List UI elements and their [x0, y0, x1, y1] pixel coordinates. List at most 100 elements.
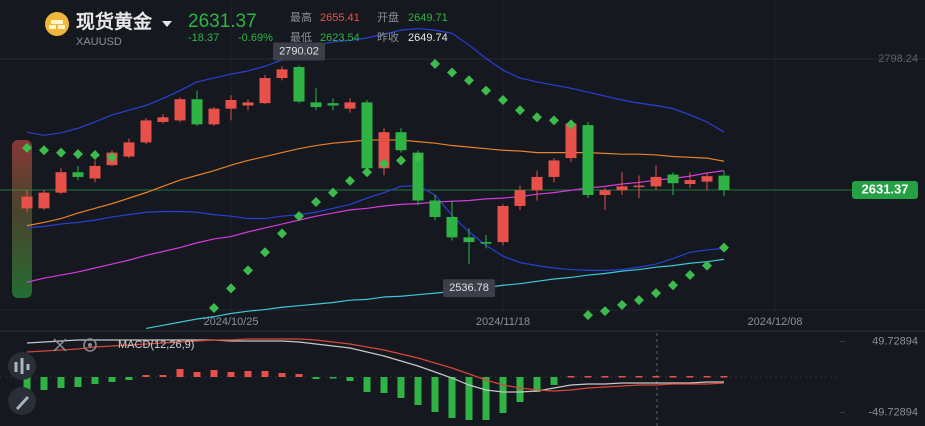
stat-value: 2649.71: [408, 12, 448, 24]
change: -18.37: [188, 32, 219, 44]
sar-dot: [277, 228, 287, 239]
candle-body: [174, 99, 186, 121]
macd-bar: [652, 376, 660, 378]
indicator-settings[interactable]: [83, 338, 97, 352]
draw-button[interactable]: [8, 387, 36, 415]
macd-bar: [550, 377, 558, 385]
y-tick-label: 2798.24: [878, 53, 918, 65]
stat-label: 最高: [290, 10, 312, 24]
sar-dot: [107, 152, 117, 163]
indicator-settings-dot: [88, 343, 92, 347]
sar-dot: [328, 187, 338, 198]
sar-dot: [498, 95, 508, 106]
macd-bar: [703, 376, 711, 378]
stat-label: 开盘: [377, 10, 399, 24]
dropdown-arrow[interactable]: [162, 21, 172, 27]
candle-body: [21, 196, 33, 209]
y-tick-label: -49.72894: [868, 406, 918, 418]
indicator-line: [26, 339, 724, 393]
macd-bar: [363, 377, 371, 392]
sar-dot: [447, 67, 457, 78]
current-price-label: 2631.37: [862, 181, 909, 196]
indicator-line: [145, 258, 725, 330]
candle-body: [72, 172, 84, 177]
sar-dot: [73, 149, 83, 160]
macd-bar: [414, 377, 422, 405]
macd-bar: [261, 371, 269, 377]
candle-body: [157, 117, 169, 122]
candle-body: [55, 172, 67, 193]
indicator-line: [26, 338, 725, 392]
instrument-name[interactable]: 现货黄金: [76, 10, 153, 33]
header: 现货黄金 XAUUSD 2631.37 -18.37 -0.69% 最高 265…: [45, 10, 448, 48]
macd-bar: [193, 372, 201, 377]
candle-body: [616, 186, 628, 191]
candle-body: [480, 242, 492, 244]
macd-bar: [176, 369, 184, 377]
candle-body: [395, 132, 407, 151]
candle-body: [446, 216, 458, 238]
candle-body: [225, 100, 237, 109]
sar-dot: [260, 247, 270, 258]
candle-body: [38, 192, 50, 209]
sar-dot: [243, 265, 253, 276]
macd-bar: [142, 375, 150, 377]
candle-body: [633, 185, 645, 188]
sar-dot: [209, 303, 219, 314]
symbol: XAUUSD: [76, 36, 122, 48]
sar-dot: [634, 295, 644, 306]
macd-bar: [159, 375, 167, 377]
candle-body: [667, 174, 679, 184]
macd-bar: [448, 377, 456, 418]
sar-dot: [685, 270, 695, 281]
macd-bar: [40, 377, 48, 390]
macd-bar: [91, 377, 99, 384]
x-tick-label: 2024/11/18: [476, 316, 530, 328]
volume-profile: [12, 140, 32, 298]
change-percent: -0.69%: [238, 32, 273, 44]
sar-dot: [311, 197, 321, 208]
macd-bar: [533, 377, 541, 392]
candle-body: [565, 123, 577, 159]
candle-body: [191, 99, 203, 125]
macd-bar: [465, 377, 473, 420]
macd-bar: [686, 376, 694, 378]
candle-body: [650, 176, 662, 187]
gold-icon-bar: [51, 20, 63, 24]
macd-bar: [74, 377, 82, 387]
sar-dot: [294, 211, 304, 222]
candle-body: [123, 142, 135, 157]
stat-value: 2649.74: [408, 32, 448, 44]
macd-bar: [23, 377, 31, 390]
sar-dot: [379, 158, 389, 169]
candle-body: [344, 102, 356, 109]
macd-bar: [567, 376, 575, 378]
sar-dot: [22, 142, 32, 153]
macd-bar: [720, 376, 728, 378]
sar-dot: [226, 283, 236, 294]
macd-bar: [669, 376, 677, 378]
chart-type-icon: [14, 358, 30, 374]
sar-dot: [39, 145, 49, 156]
extreme-label-box: [443, 279, 495, 298]
x-tick-label: 2024/12/08: [747, 316, 802, 328]
candle-body: [259, 78, 271, 104]
macd-bar: [584, 376, 592, 378]
macd-pane: [0, 338, 845, 420]
sar-dot: [668, 280, 678, 291]
y-tick-label: 49.72894: [872, 335, 918, 347]
macd-bar: [278, 373, 286, 377]
side-tools: [8, 352, 36, 415]
sar-dot: [617, 299, 627, 310]
close-indicator[interactable]: [53, 338, 67, 352]
candle-body: [497, 205, 509, 243]
macd-bar: [516, 377, 524, 402]
macd-bar: [397, 377, 405, 398]
indicator-line: [26, 184, 725, 271]
extreme-label: 2536.78: [449, 282, 489, 294]
sar-dot: [345, 175, 355, 186]
candle-body: [718, 175, 730, 190]
candle-body: [208, 108, 220, 125]
